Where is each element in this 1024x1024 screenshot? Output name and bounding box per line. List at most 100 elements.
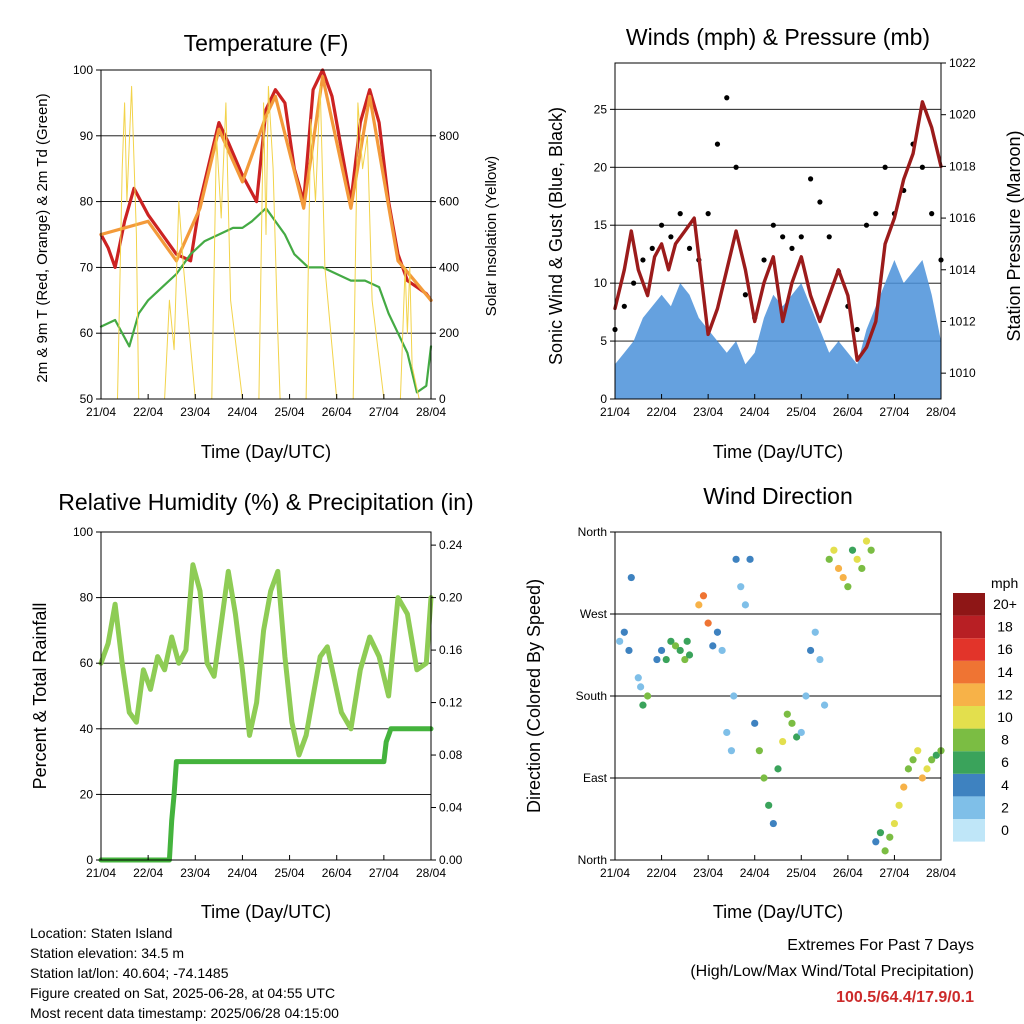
y-tick-label: 90: [80, 129, 94, 143]
x-tick-label: 21/04: [600, 405, 630, 419]
wind-direction-series: [616, 537, 945, 855]
humidity-xlabel: Time (Day/UTC): [201, 902, 331, 922]
x-tick-label: 28/04: [416, 866, 446, 880]
direction-point: [769, 819, 777, 828]
series-gust-point: [714, 141, 721, 147]
direction-point: [802, 692, 810, 700]
y-tick-label: 10: [594, 276, 608, 290]
y-right-tick-label: 0.00: [439, 853, 463, 867]
direction-point: [858, 564, 866, 573]
winds-xlabel: Time (Day/UTC): [713, 442, 843, 462]
x-tick-label: 28/04: [416, 405, 446, 419]
series-station-pressure: [613, 100, 943, 362]
temperature-xlabel: Time (Day/UTC): [201, 442, 331, 462]
x-tick-label: 23/04: [693, 866, 723, 880]
direction-point: [895, 801, 903, 809]
x-tick-label: 24/04: [227, 405, 257, 419]
y-right-tick-label: 200: [439, 326, 459, 340]
series-gust-point: [789, 245, 795, 251]
legend-label: 0: [1001, 822, 1009, 838]
y-tick-label: 80: [80, 591, 94, 605]
station-location: Location: Staten Island: [30, 925, 173, 941]
direction-point: [727, 747, 736, 755]
series-gust-point: [631, 280, 637, 286]
direction-point: [685, 651, 694, 659]
series-gust-point: [798, 234, 804, 240]
series-gust-point: [817, 199, 823, 205]
direction-point: [886, 833, 894, 841]
legend-label: 6: [1001, 754, 1009, 770]
x-tick-label: 26/04: [322, 405, 352, 419]
series-gust-point: [780, 234, 786, 240]
series-2m-t: [99, 68, 433, 302]
y-tick-label: 25: [594, 102, 608, 116]
y-tick-label: 100: [73, 525, 93, 539]
direction-point: [653, 655, 661, 664]
humidity-panel: Relative Humidity (%) & Precipitation (i…: [30, 489, 474, 922]
humidity-title: Relative Humidity (%) & Precipitation (i…: [58, 489, 473, 515]
direction-point: [683, 637, 691, 645]
legend-label: 10: [997, 709, 1013, 725]
direction-point: [634, 674, 642, 682]
x-tick-label: 24/04: [740, 405, 770, 419]
direction-point: [676, 646, 684, 655]
y-tick-label: East: [583, 771, 608, 785]
series-9m-t: [99, 74, 433, 302]
series-gust-point: [882, 164, 888, 170]
direction-point: [820, 701, 829, 709]
x-tick-label: 26/04: [322, 866, 352, 880]
y-tick-label: 100: [73, 63, 93, 77]
x-tick-label: 24/04: [227, 866, 257, 880]
y-tick-label: North: [578, 525, 607, 539]
direction-point: [932, 751, 940, 759]
winds-title: Winds (mph) & Pressure (mb): [626, 24, 930, 50]
winds-series: [612, 95, 944, 399]
y-right-tick-label: 0: [439, 392, 446, 406]
legend-swatch: [953, 773, 985, 797]
legend-label: 16: [997, 641, 1013, 657]
x-tick-label: 26/04: [833, 405, 863, 419]
series-sonic-wind: [615, 260, 941, 399]
series-gust-point: [677, 211, 683, 217]
x-tick-label: 22/04: [647, 866, 677, 880]
series-gust-point: [640, 257, 646, 263]
x-tick-label: 25/04: [786, 866, 816, 880]
direction-point: [671, 642, 680, 650]
y-tick-label: 0: [86, 853, 93, 867]
direction-point: [834, 564, 843, 573]
x-tick-label: 22/04: [133, 866, 163, 880]
direction-point: [695, 601, 703, 609]
direction-point: [848, 546, 857, 554]
direction-point: [732, 555, 740, 563]
x-tick-label: 22/04: [647, 405, 677, 419]
direction-point: [867, 546, 875, 554]
direction-point: [909, 756, 917, 764]
direction-point: [779, 737, 787, 746]
y-tick-label: South: [576, 689, 607, 703]
series-gust-point: [621, 303, 627, 309]
direction-point: [816, 655, 824, 664]
legend-label: 8: [1001, 732, 1009, 748]
y-right-tick-label: 600: [439, 195, 459, 209]
temperature-ticks: 50 60 70 80 90 100 0 200 400 600 800 21/04 22/04 23/0…: [73, 63, 459, 419]
direction-point: [644, 692, 652, 700]
x-tick-label: 28/04: [926, 866, 956, 880]
direction-point: [616, 637, 624, 645]
legend-label: 14: [997, 664, 1013, 680]
speed-legend: mph 0 2 4 6 8 10 12 14 16 18 20+: [953, 575, 1018, 842]
figure-created: Figure created on Sat, 2025-06-28, at 04…: [30, 985, 336, 1001]
y-tick-label: 0: [600, 392, 607, 406]
x-tick-label: 21/04: [86, 866, 116, 880]
extremes-subtitle: (High/Low/Max Wind/Total Precipitation): [690, 963, 974, 980]
winds-ylabel: Sonic Wind & Gust (Blue, Black): [546, 107, 566, 365]
direction-point: [788, 719, 796, 727]
recent-data-timestamp: Most recent data timestamp: 2025/06/28 0…: [30, 1005, 339, 1021]
series-gust-point: [686, 245, 693, 251]
direction-point: [872, 838, 880, 846]
series-gust-point: [854, 326, 860, 333]
direction-point: [637, 683, 645, 691]
wind-direction-xlabel: Time (Day/UTC): [713, 902, 843, 922]
y-right-tick-label: 1014: [949, 263, 976, 277]
